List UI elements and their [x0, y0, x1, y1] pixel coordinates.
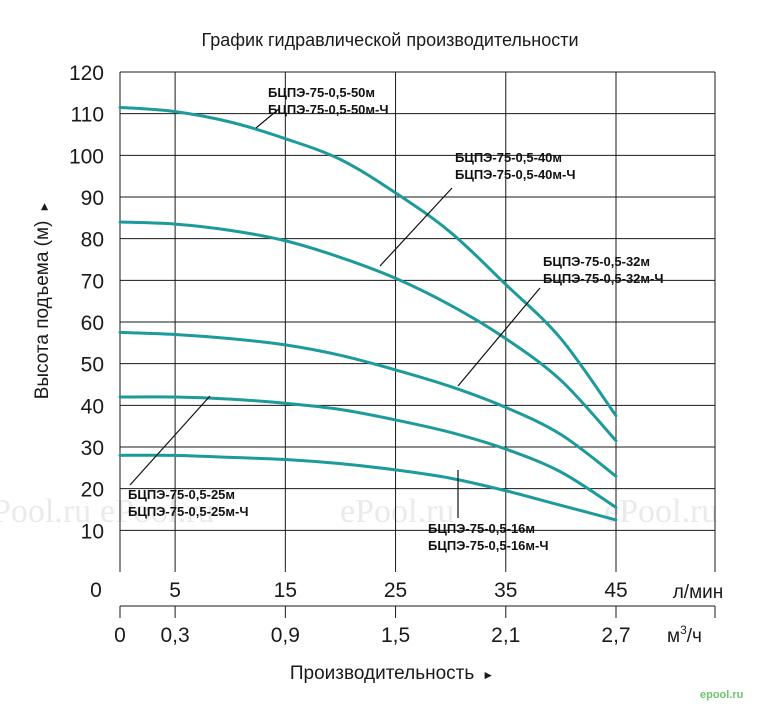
- watermark: ePool.ru: [100, 493, 214, 530]
- y-tick-label: 30: [81, 437, 104, 460]
- chart-title: График гидравлической производительности: [201, 30, 578, 50]
- series-label: БЦПЭ-75-0,5-25м: [128, 487, 235, 502]
- series-label: БЦПЭ-75-0,5-40м: [455, 150, 562, 165]
- leader-line: [379, 187, 453, 267]
- x-tick-label-lmin: 35: [494, 579, 517, 602]
- x-tick-label-m3h: 0: [114, 624, 126, 647]
- watermark: ePool.ru: [604, 493, 718, 530]
- tick-labels: 10 20 30 40 50 60 70 80 90 100 110 120 5 15 25 35 45 0 0,3…: [69, 62, 631, 647]
- y-tick-label: 50: [81, 354, 104, 377]
- watermark: ePool.ru: [340, 493, 454, 530]
- y-tick-label: 100: [69, 145, 104, 168]
- series-line: [118, 220, 618, 443]
- y-tick-label: 110: [71, 104, 104, 127]
- series-label: БЦПЭ-75-0,5-50м: [268, 85, 375, 100]
- series-label: БЦПЭ-75-0,5-25м-Ч: [128, 504, 249, 519]
- series-labels: БЦПЭ-75-0,5-50м БЦПЭ-75-0,5-50м-Ч БЦПЭ-75-…: [128, 85, 664, 553]
- series-label: БЦПЭ-75-0,5-16м: [428, 521, 535, 536]
- curves: [118, 105, 618, 522]
- series-label: БЦПЭ-75-0,5-40м-Ч: [455, 167, 576, 182]
- series-line: [118, 453, 618, 522]
- watermark: Pool.ru: [0, 493, 91, 530]
- leader-line: [457, 287, 541, 387]
- series-label: БЦПЭ-75-0,5-16м-Ч: [428, 538, 549, 553]
- y-tick-label: 20: [81, 479, 104, 502]
- grid: [119, 71, 716, 618]
- series-label: БЦПЭ-75-0,5-32м-Ч: [543, 271, 664, 286]
- x-unit-m3h: м3/ч: [667, 623, 702, 647]
- x-tick-label-m3h: 1,5: [381, 624, 410, 647]
- series-label: БЦПЭ-75-0,5-50м-Ч: [268, 102, 389, 117]
- y-tick-label: 40: [81, 395, 104, 418]
- series-line: [118, 105, 618, 418]
- x-axis-label: Производительность ►: [290, 663, 494, 684]
- corner-watermark: epool.ru: [700, 689, 743, 701]
- y-tick-label: 120: [69, 62, 104, 85]
- series-label: БЦПЭ-75-0,5-32м: [543, 254, 650, 269]
- y-tick-label: 80: [81, 229, 104, 252]
- y-tick-label: 90: [81, 187, 104, 210]
- x-tick-label-lmin: 45: [604, 579, 627, 602]
- y-tick-label: 60: [81, 312, 104, 335]
- x-tick-label-m3h: 0,9: [271, 624, 300, 647]
- x-tick-label-lmin: 15: [274, 579, 297, 602]
- leader-line: [255, 107, 281, 129]
- x-tick-label-lmin: 25: [384, 579, 407, 602]
- x-unit-lmin: л/мин: [673, 582, 724, 603]
- y-tick-label: 70: [81, 270, 104, 293]
- leader-line: [129, 395, 211, 486]
- x-tick-label-lmin: 5: [169, 579, 181, 602]
- x-tick-label-m3h: 2,7: [601, 624, 630, 647]
- x-tick-label-m3h: 0,3: [161, 624, 190, 647]
- y-zero-label: 0: [90, 579, 102, 602]
- y-axis-label: Высота подъема (м)►: [32, 201, 53, 400]
- y-tick-label: 10: [81, 520, 104, 543]
- x-tick-label-m3h: 2,1: [491, 624, 520, 647]
- series-line: [118, 330, 618, 478]
- series-line: [118, 395, 618, 509]
